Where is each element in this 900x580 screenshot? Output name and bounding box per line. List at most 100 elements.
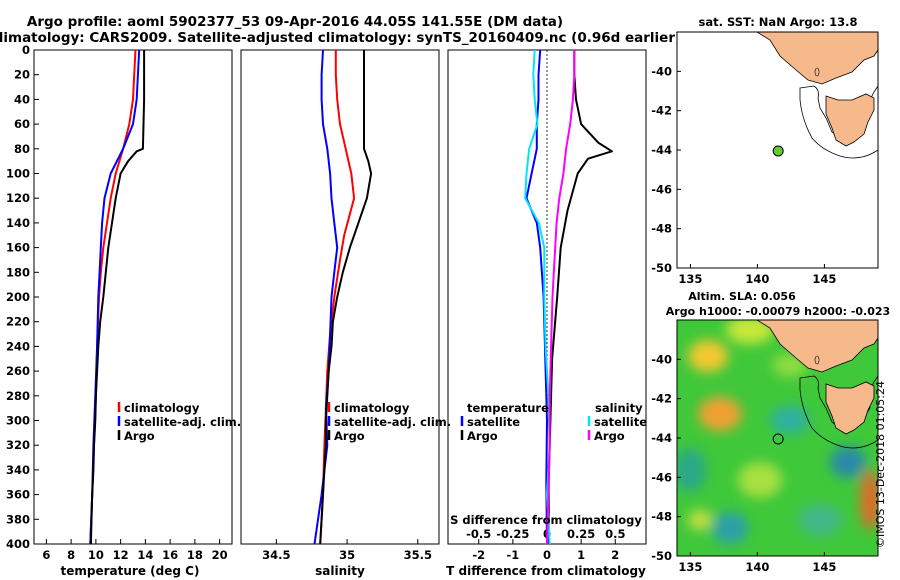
sst-map-title: sat. SST: NaN Argo: 13.8 [698,15,857,29]
salinity-x-tick-label: 34.5 [262,548,290,562]
series-salinity-argo-line [546,50,576,544]
depth-tick-label: 20 [14,68,30,82]
sla-map-float-marker [772,433,784,445]
series-argo-line [319,50,373,544]
salinity-panel: 34.5 35 35.5 salinity climatology satellit… [240,49,451,578]
sla-blob [726,320,774,344]
legend-salinity-heading: salinity [595,401,643,415]
sla-map-title-line2: Argo h1000: -0.00079 h2000: -0.023 [666,305,890,318]
series-satellite-adj-clim--line [89,50,141,544]
depth-tick-label: 120 [6,191,30,205]
temperature-x-tick-label: 16 [162,548,178,562]
sla-blob [698,397,742,431]
temperature-x-tick-label: 6 [42,548,50,562]
sst-map-float-marker [772,145,784,157]
legend-s-argo-label: Argo [594,429,625,443]
legend-t-satellite-label: satellite [467,415,520,429]
series-climatology-line [89,50,137,544]
difference-s-tick-label: 0.5 [605,527,625,541]
depth-tick-label: 360 [6,488,30,502]
difference-t-x-tick-label: 0 [543,548,551,562]
s-difference-xlabel: S difference from climatology [450,513,642,527]
depth-ticks: 0 20 40 60 80 100 120 140 160 180 200 220 240 260 280 3… [6,43,39,551]
map-y-tick-label: -40 [651,352,672,366]
series-temperature-argo-line [547,50,613,544]
depth-tick-label: 280 [6,389,30,403]
sla-map-anomaly-field [677,320,878,544]
map-y-tick-label: -48 [651,222,672,236]
map-y-tick-label: -44 [651,143,672,157]
temperature-x-tick-label: 20 [212,548,228,562]
sla-map-tasmania [825,381,875,435]
sla-map-title-line1: Altim. SLA: 0.056 [688,290,796,303]
difference-s-tick-label: -0.25 [496,527,529,541]
map-x-tick-label: 135 [678,560,702,574]
sla-blob [688,340,728,372]
depth-tick-label: 340 [6,463,30,477]
legend-argo-label: Argo [124,429,155,443]
difference-legend-salinity: salinity satellite Argo [587,401,647,443]
temperature-ticks: 6 8 10 12 14 16 18 20 [42,539,228,562]
difference-t-x-tick-label: -1 [506,548,519,562]
depth-tick-label: 140 [6,216,30,230]
depth-tick-label: 40 [14,92,30,106]
map-x-tick-label: 140 [745,272,769,286]
depth-tick-label: 400 [6,537,30,551]
map-y-tick-label: -42 [651,104,672,118]
depth-tick-label: 80 [14,142,30,156]
depth-tick-label: 260 [6,364,30,378]
legend-satellite-label: satellite-adj. clim. [334,415,451,429]
depth-tick-label: 180 [6,265,30,279]
depth-tick-label: 320 [6,438,30,452]
map-y-tick-label: -46 [651,470,672,484]
legend-s-satellite-label: satellite [594,415,647,429]
difference-lines [524,50,613,544]
legend-climatology-label: climatology [334,401,410,415]
temperature-x-tick-label: 8 [67,548,75,562]
sla-map-mainland [756,320,878,373]
sla-blob [860,470,878,530]
temperature-xlabel: temperature (deg C) [61,564,200,578]
depth-tick-label: 160 [6,241,30,255]
sst-map-tasmania [825,93,875,147]
depth-tick-label: 220 [6,315,30,329]
difference-t-x-tick-label: 1 [577,548,585,562]
difference-panel: -2 -1 0 1 2-0.5 -0.25 0 0.25 0.5 S difference fr… [446,49,647,578]
depth-tick-label: 240 [6,339,30,353]
difference-t-x-tick-label: -2 [472,548,485,562]
depth-tick-label: 300 [6,414,30,428]
salinity-xlabel: salinity [315,564,365,578]
map-y-tick-label: -46 [651,182,672,196]
salinity-x-tick-label: 35 [339,548,355,562]
sst-map-panel: 135 140 145 -40 -42 -44 -46 -48 -50 [651,31,879,286]
salinity-lines [313,50,373,544]
temperature-x-tick-label: 12 [113,548,129,562]
salinity-axes-frame [240,49,440,545]
map-y-tick-label: -50 [651,261,672,275]
legend-t-argo-label: Argo [467,429,498,443]
sla-map-panel: 135 140 145 -40 -42 -44 -46 -48 -50 [651,319,879,574]
difference-legend-temperature: temperature satellite Argo [460,401,549,443]
map-x-tick-label: 135 [678,272,702,286]
map-y-tick-label: -50 [651,549,672,563]
sla-blob [738,462,782,498]
depth-tick-label: 60 [14,117,30,131]
sla-blob [688,510,712,530]
temperature-legend: climatology satellite-adj. clim. Argo [117,401,241,443]
salinity-legend: climatology satellite-adj. clim. Argo [327,401,451,443]
figure-title-line1: Argo profile: aoml 5902377_53 09-Apr-201… [27,14,563,30]
sla-blob [798,504,842,536]
difference-s-tick-label: 0.25 [567,527,595,541]
map-y-tick-label: -40 [651,64,672,78]
temperature-x-tick-label: 18 [187,548,203,562]
depth-tick-label: 100 [6,167,30,181]
sla-map-ticks: 135 140 145 -40 -42 -44 -46 -48 -50 [651,352,836,574]
series-argo-line [89,50,146,544]
sst-map-ticks: 135 140 145 -40 -42 -44 -46 -48 -50 [651,64,836,286]
map-x-tick-label: 140 [745,560,769,574]
sla-blob [830,446,866,478]
temperature-lines [89,50,146,544]
temperature-x-tick-label: 10 [88,548,104,562]
depth-tick-label: 200 [6,290,30,304]
